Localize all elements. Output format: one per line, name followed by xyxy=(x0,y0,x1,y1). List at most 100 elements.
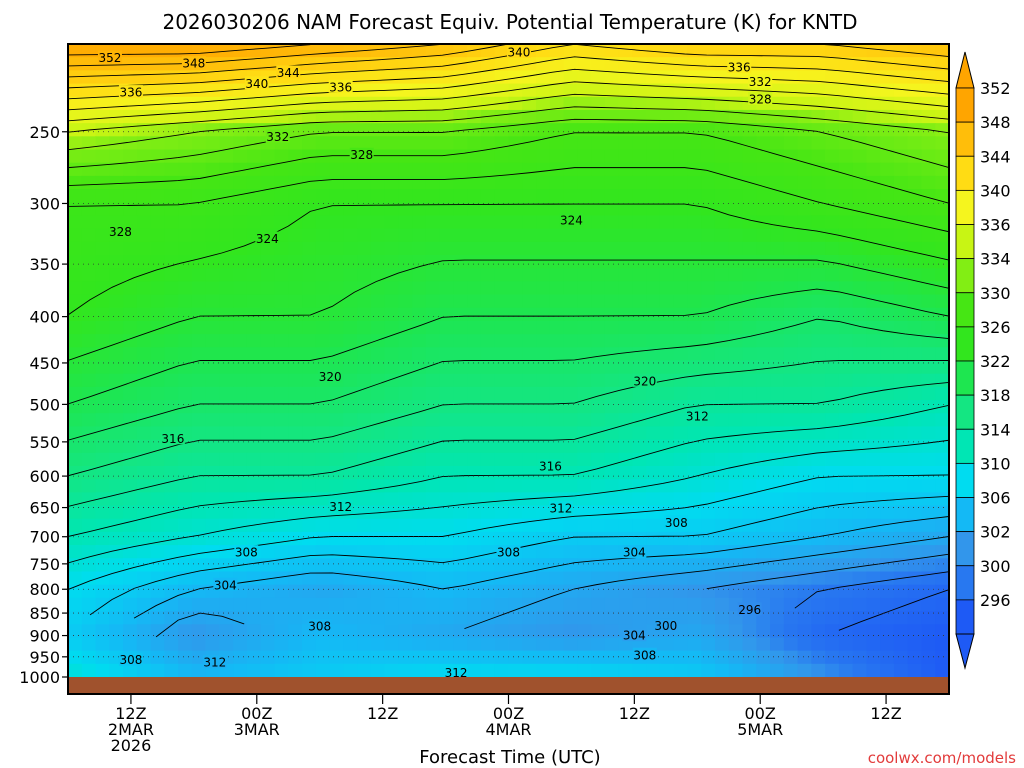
colorbar-label: 330 xyxy=(980,284,1011,303)
field-cell xyxy=(797,215,812,230)
field-cell xyxy=(219,334,234,348)
field-cell xyxy=(701,373,716,388)
field-cell xyxy=(563,413,578,428)
field-cell xyxy=(742,109,757,124)
field-cell xyxy=(384,492,399,507)
field-cell xyxy=(425,531,441,546)
field-cell xyxy=(219,637,234,652)
field-cell xyxy=(480,202,496,217)
field-cell xyxy=(632,479,647,493)
contour-line xyxy=(68,474,949,590)
field-cell xyxy=(494,400,510,414)
field-cell xyxy=(95,268,110,282)
field-cell xyxy=(618,57,633,71)
contour-label: 308 xyxy=(234,545,259,560)
field-cell xyxy=(412,162,427,177)
field-cell xyxy=(494,215,510,230)
field-cell xyxy=(494,307,510,322)
field-cell xyxy=(742,347,757,362)
field-cell xyxy=(604,611,620,625)
field-cell xyxy=(935,70,949,85)
field-cell xyxy=(233,241,248,256)
field-cell xyxy=(191,479,207,493)
field-cell xyxy=(825,347,840,362)
field-cell xyxy=(95,241,110,256)
colorbar-swatch xyxy=(955,599,975,635)
field-cell xyxy=(95,479,110,493)
field-cell xyxy=(329,663,344,677)
field-cell xyxy=(935,439,949,454)
field-cell xyxy=(164,83,179,98)
field-cell xyxy=(81,307,97,322)
contour-label-bg xyxy=(632,647,657,661)
field-cell xyxy=(467,479,482,493)
field-cell xyxy=(274,558,289,573)
field-cell xyxy=(178,518,193,533)
field-cell xyxy=(205,400,221,414)
colorbar-label: 348 xyxy=(980,113,1011,132)
field-cell xyxy=(467,386,482,401)
field-cell xyxy=(646,466,661,480)
field-cell xyxy=(838,558,854,573)
field-cell xyxy=(329,334,344,348)
field-cell xyxy=(866,360,881,375)
field-cell xyxy=(783,452,799,467)
field-cell xyxy=(921,426,936,441)
field-cell xyxy=(797,162,812,177)
field-cell xyxy=(412,624,427,639)
field-cell xyxy=(659,320,675,335)
field-cell xyxy=(412,439,427,454)
field-cell xyxy=(480,663,496,677)
colorbar-label: 300 xyxy=(980,557,1011,576)
field-cell xyxy=(756,320,771,335)
field-cell xyxy=(783,505,799,520)
y-tick-label: 650 xyxy=(29,499,60,518)
field-cell xyxy=(439,597,455,612)
field-cell xyxy=(825,294,840,309)
field-cell xyxy=(907,597,923,612)
field-cell xyxy=(439,426,455,441)
field-cell xyxy=(68,400,83,414)
field-cell xyxy=(81,637,97,652)
field-cell xyxy=(494,624,510,639)
field-cell xyxy=(123,149,138,164)
field-cell xyxy=(439,650,455,665)
field-cell xyxy=(549,83,565,98)
field-cell xyxy=(549,663,565,677)
field-cell xyxy=(673,149,689,164)
field-cell xyxy=(439,439,455,454)
field-cell xyxy=(246,320,262,335)
field-cell xyxy=(907,307,923,322)
field-cell xyxy=(136,571,152,586)
field-cell xyxy=(480,373,496,388)
field-cell xyxy=(274,597,289,612)
field-cell xyxy=(191,307,207,322)
field-cell xyxy=(370,663,386,677)
field-cell xyxy=(81,545,97,559)
field-cell xyxy=(425,663,441,677)
field-cell xyxy=(921,149,936,164)
field-cell xyxy=(646,57,661,71)
field-cell xyxy=(439,228,455,243)
field-cell xyxy=(783,123,799,137)
field-cell xyxy=(109,175,124,190)
field-cell xyxy=(825,307,840,322)
field-cell xyxy=(577,545,592,559)
field-cell xyxy=(604,228,620,243)
field-cell xyxy=(838,215,854,230)
field-cell xyxy=(412,281,427,296)
field-cell xyxy=(329,518,344,533)
field-cell xyxy=(811,215,826,230)
contour-label-text: 308 xyxy=(235,546,258,560)
field-cell xyxy=(632,347,647,362)
field-cell xyxy=(935,611,949,625)
field-cell xyxy=(673,70,689,85)
field-cell xyxy=(811,149,826,164)
field-cell xyxy=(935,109,949,124)
field-cell xyxy=(425,518,441,533)
field-cell xyxy=(728,413,744,428)
field-cell xyxy=(246,663,262,677)
field-cell xyxy=(701,202,716,217)
field-cell xyxy=(453,228,468,243)
field-cell xyxy=(357,545,372,559)
